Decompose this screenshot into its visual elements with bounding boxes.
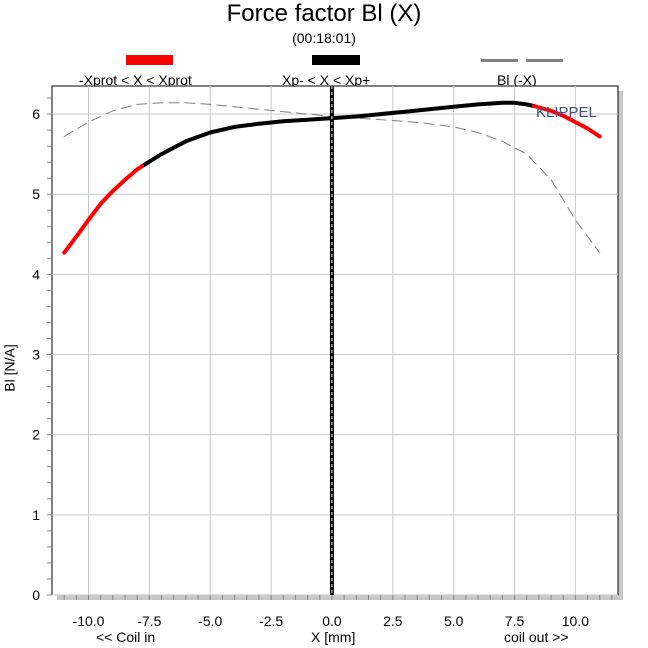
x-tick-label: 10.0 (562, 613, 589, 629)
x-axis-label: X [mm] (311, 629, 356, 645)
x-tick-label: -5.0 (198, 613, 222, 629)
y-tick-label: 5 (32, 186, 40, 202)
y-tick-label: 1 (32, 507, 40, 523)
legend-swatch-bl-neg (481, 59, 518, 62)
y-tick-label: 3 (32, 347, 40, 363)
x-tick-label: 0.0 (322, 613, 342, 629)
legend-label-xprot: -Xprot < X < Xprot (79, 72, 192, 88)
y-tick-label: 4 (32, 266, 40, 282)
y-tick-label: 2 (32, 427, 40, 443)
chart-title: Force factor Bl (X) (226, 0, 422, 27)
x-tick-label: -7.5 (137, 613, 161, 629)
series-0-line-1 (532, 104, 602, 139)
x-note-coil-in: << Coil in (96, 629, 156, 645)
legend-swatch-xprot (126, 55, 173, 65)
series-1-line-0 (140, 100, 536, 169)
legend-label-xp: Xp- < X < Xp+ (282, 72, 371, 88)
x-tick-label: 5.0 (444, 613, 464, 629)
legend-swatch-xp (312, 55, 360, 65)
y-axis-label: Bl [N/A] (1, 344, 18, 392)
x-tick-label: -2.5 (259, 613, 283, 629)
plot-area (51, 85, 619, 596)
x-tick-label: -10.0 (73, 613, 105, 629)
minor-ticks (47, 97, 613, 600)
series-0-line-0 (62, 164, 145, 255)
x-tick-labels: -10.0 -7.5 -5.0 -2.5 0.0 2.5 5.0 7.5 10.0 (73, 613, 590, 629)
x-tick-label: 2.5 (383, 613, 403, 629)
x-note-coil-out: coil out >> (504, 629, 569, 645)
legend-label-bl-neg: Bl (-X) (497, 72, 537, 88)
x-tick-label: 7.5 (505, 613, 525, 629)
y-tick-label: 0 (32, 587, 40, 603)
y-tick-label: 6 (32, 106, 40, 122)
y-tick-labels: 0 1 2 3 4 5 6 (32, 106, 40, 603)
chart-subtitle: (00:18:01) (292, 30, 356, 46)
klippel-watermark: KLIPPEL (536, 104, 597, 121)
legend-swatch-bl-neg-2 (526, 59, 563, 62)
